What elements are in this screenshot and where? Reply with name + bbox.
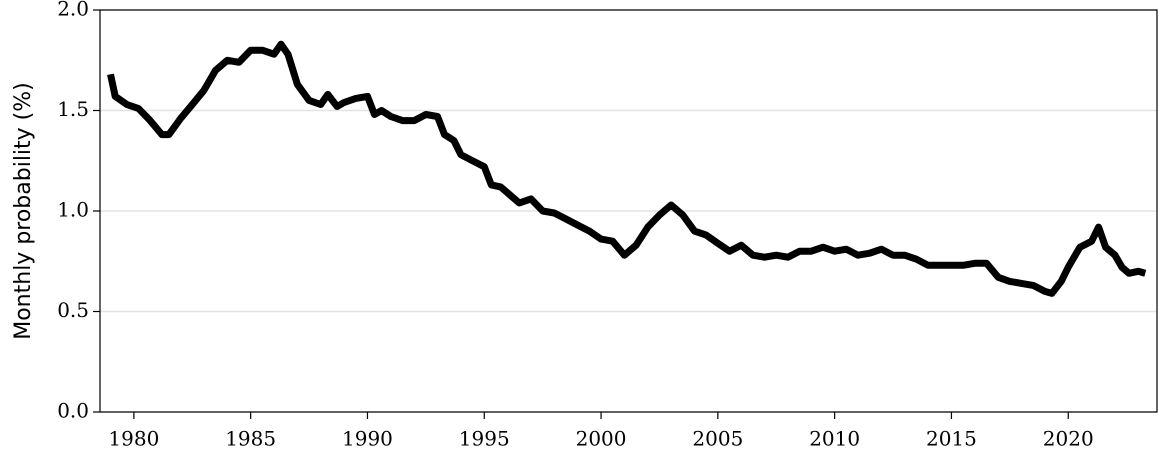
x-tick-label: 1980 [108, 427, 159, 451]
x-tick-label: 2005 [692, 427, 743, 451]
x-tick-label: 2015 [926, 427, 977, 451]
y-tick-label: 1.5 [57, 97, 89, 121]
y-tick-label: 0.5 [57, 298, 89, 322]
y-tick-label: 0.0 [57, 399, 89, 423]
x-tick-label: 2010 [809, 427, 860, 451]
y-tick-label: 1.0 [57, 198, 89, 222]
x-tick-label: 1995 [459, 427, 510, 451]
y-axis-label: Monthly probability (%) [11, 82, 36, 340]
plot-frame [99, 9, 1158, 413]
x-tick-label: 2000 [576, 427, 627, 451]
x-tick-label: 1985 [225, 427, 276, 451]
x-tick-label: 2020 [1043, 427, 1094, 451]
x-tick-label: 1990 [342, 427, 393, 451]
y-tick-label: 2.0 [57, 0, 89, 21]
line [107, 40, 1147, 297]
